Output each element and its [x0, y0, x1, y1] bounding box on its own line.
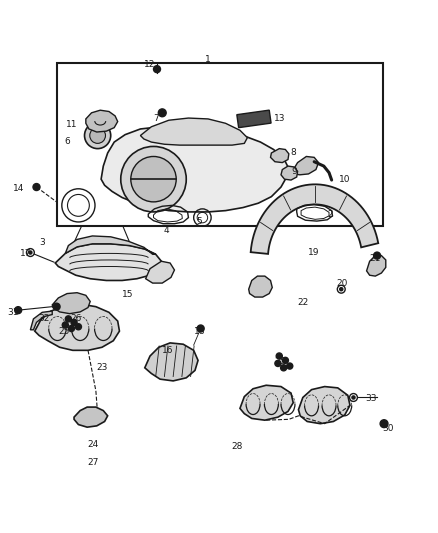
Polygon shape	[65, 236, 155, 254]
Polygon shape	[86, 110, 118, 132]
Circle shape	[352, 396, 355, 399]
Polygon shape	[101, 127, 288, 212]
Text: 15: 15	[122, 290, 133, 300]
Circle shape	[65, 316, 71, 322]
Circle shape	[283, 357, 288, 364]
Polygon shape	[251, 184, 378, 254]
Text: 8: 8	[290, 149, 296, 157]
Text: 7: 7	[153, 114, 159, 123]
Text: 1: 1	[205, 54, 211, 63]
Text: 24: 24	[88, 440, 99, 449]
Polygon shape	[249, 276, 272, 297]
Polygon shape	[52, 293, 90, 313]
Text: 5: 5	[197, 217, 202, 227]
Circle shape	[158, 109, 166, 117]
Text: 4: 4	[164, 226, 170, 235]
Text: 11: 11	[66, 120, 77, 129]
Text: 30: 30	[383, 424, 394, 433]
Text: 20: 20	[336, 279, 348, 288]
Text: 3: 3	[39, 238, 45, 247]
Polygon shape	[141, 118, 247, 145]
Text: 6: 6	[64, 136, 70, 146]
Text: 23: 23	[96, 364, 108, 372]
Circle shape	[29, 251, 32, 254]
Text: 12: 12	[145, 60, 155, 69]
Polygon shape	[271, 149, 289, 163]
Text: 16: 16	[162, 346, 173, 355]
Text: 14: 14	[13, 184, 25, 193]
Circle shape	[71, 319, 77, 326]
Text: 18: 18	[194, 327, 205, 336]
Polygon shape	[240, 385, 293, 420]
Text: 25: 25	[58, 327, 70, 336]
Text: 2: 2	[328, 211, 333, 220]
Circle shape	[85, 123, 111, 149]
Circle shape	[121, 147, 186, 212]
Circle shape	[350, 393, 357, 401]
Circle shape	[281, 365, 287, 371]
Text: 27: 27	[88, 458, 99, 466]
Text: 19: 19	[308, 248, 320, 257]
Text: 10: 10	[339, 175, 350, 184]
Circle shape	[276, 353, 283, 359]
Circle shape	[275, 360, 281, 367]
Text: 17: 17	[20, 249, 32, 258]
Polygon shape	[367, 256, 386, 276]
Circle shape	[153, 66, 160, 72]
Circle shape	[337, 285, 345, 293]
Bar	[237, 110, 271, 128]
Circle shape	[287, 363, 293, 369]
Text: 9: 9	[291, 167, 297, 176]
Circle shape	[53, 303, 60, 310]
Text: 25: 25	[275, 357, 286, 366]
Circle shape	[340, 288, 343, 291]
Polygon shape	[145, 343, 198, 381]
Text: 22: 22	[297, 298, 308, 307]
Bar	[57, 63, 383, 227]
Polygon shape	[30, 311, 52, 330]
Circle shape	[75, 324, 81, 330]
Circle shape	[90, 128, 106, 143]
Text: 32: 32	[38, 313, 49, 322]
Circle shape	[131, 157, 176, 202]
Circle shape	[68, 326, 74, 332]
Text: 31: 31	[7, 308, 19, 317]
Polygon shape	[281, 166, 297, 180]
Circle shape	[33, 183, 40, 190]
Text: 26: 26	[70, 313, 81, 322]
Text: 13: 13	[274, 114, 286, 123]
Polygon shape	[146, 261, 174, 283]
Circle shape	[197, 325, 204, 332]
Circle shape	[374, 252, 381, 259]
Polygon shape	[74, 407, 108, 427]
Polygon shape	[298, 386, 350, 424]
Text: 33: 33	[365, 394, 377, 403]
Circle shape	[380, 420, 388, 427]
Circle shape	[62, 322, 68, 328]
Circle shape	[14, 306, 21, 313]
Circle shape	[26, 248, 34, 256]
Polygon shape	[35, 304, 120, 350]
Polygon shape	[55, 244, 161, 280]
Polygon shape	[292, 157, 318, 175]
Text: 28: 28	[232, 442, 243, 451]
Text: 21: 21	[370, 254, 381, 263]
